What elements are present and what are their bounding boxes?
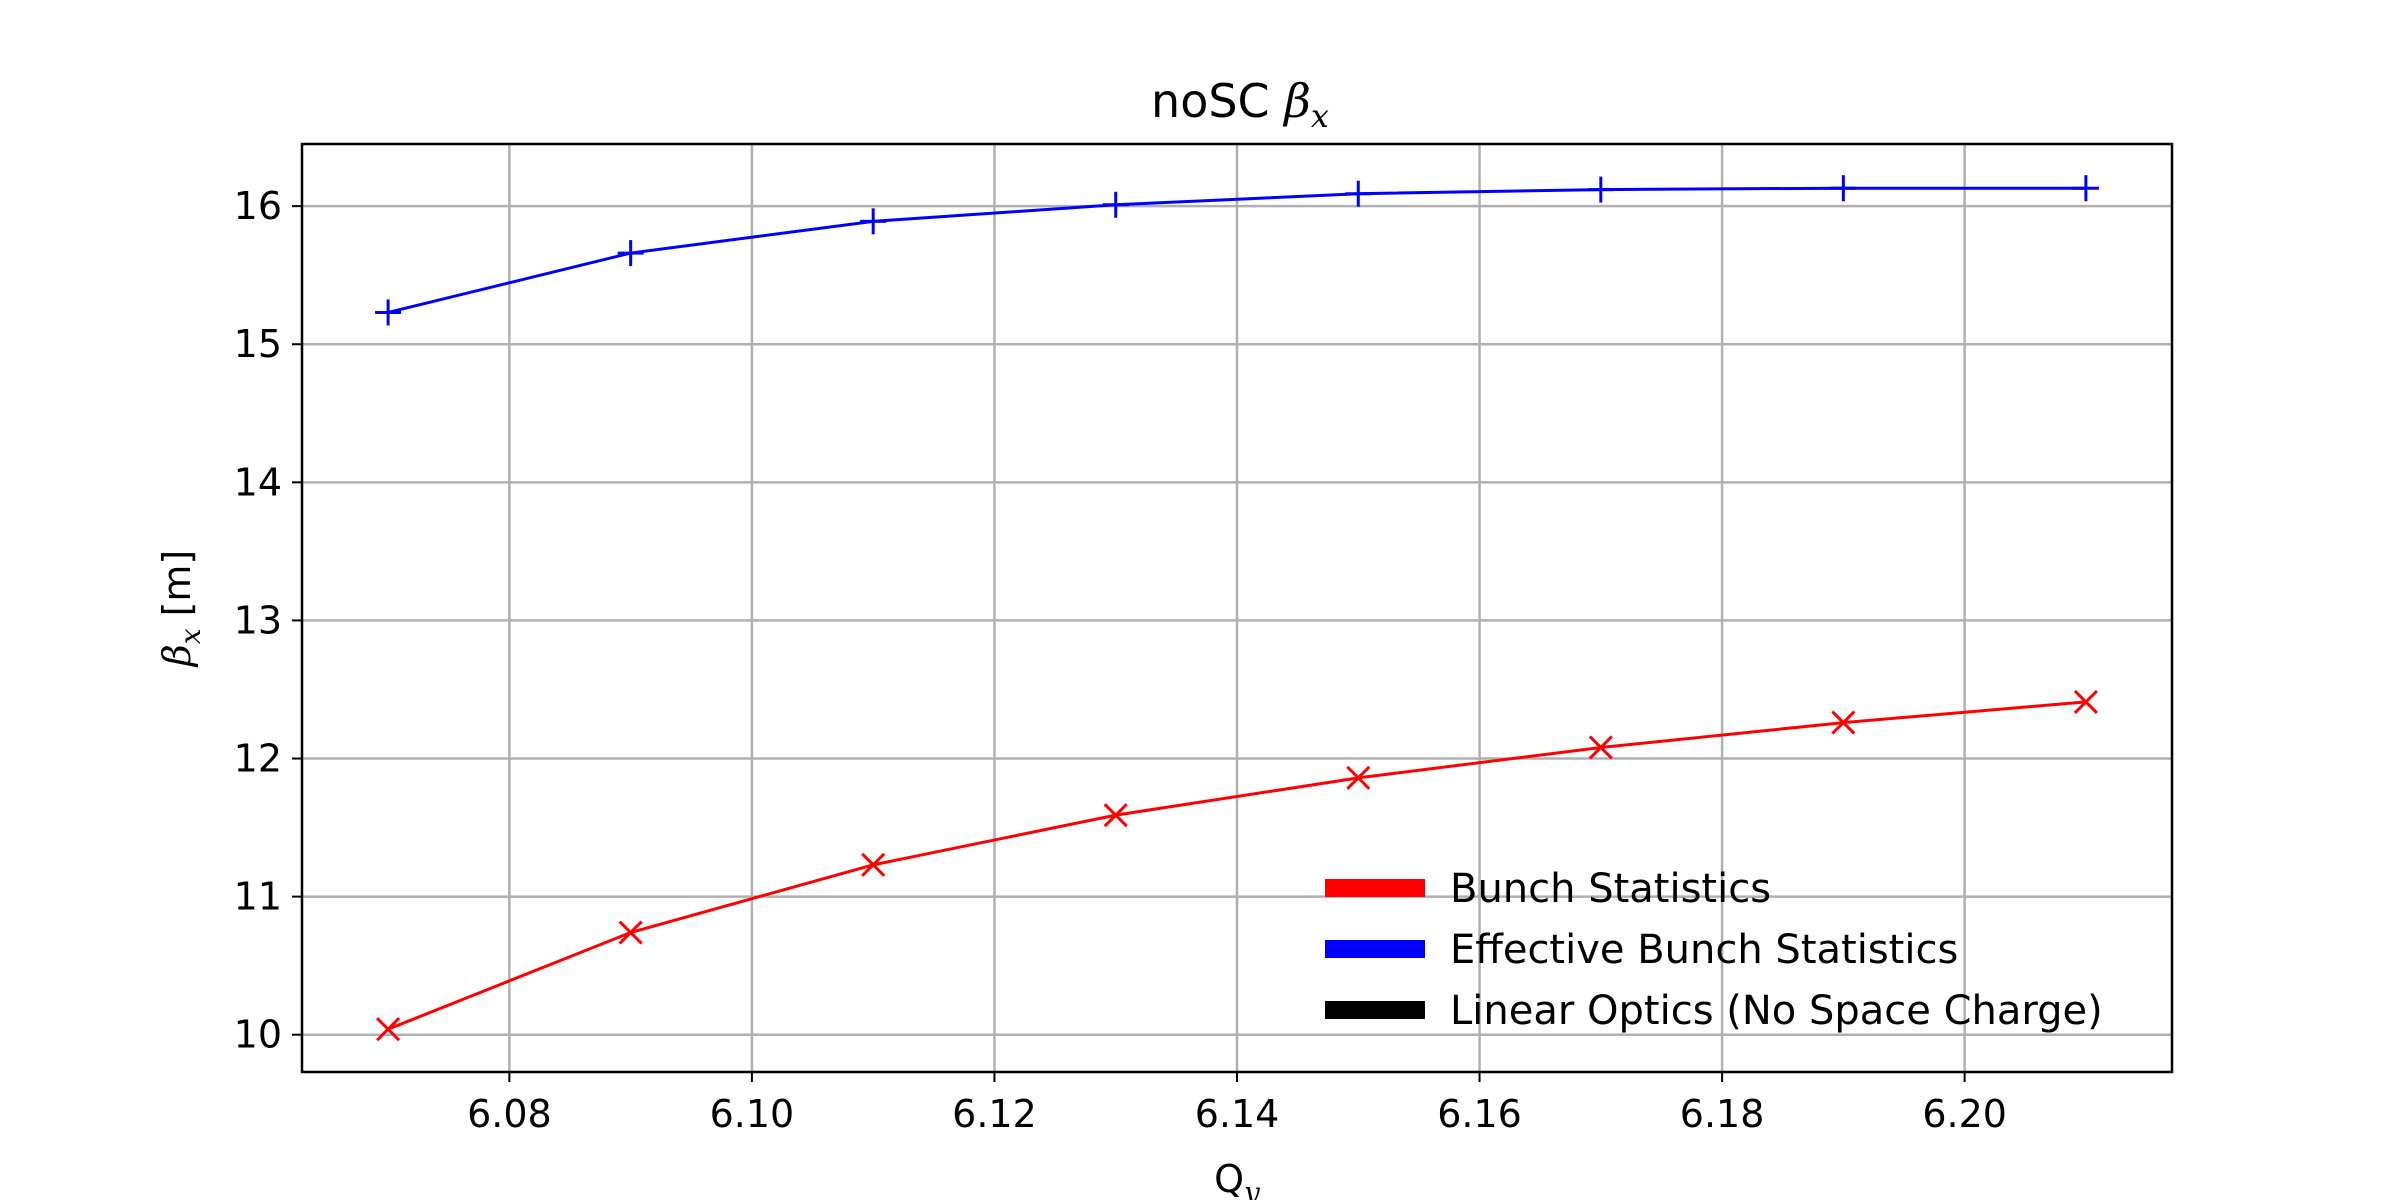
data-point-marker — [1103, 803, 1128, 828]
legend-entry: Linear Optics (No Space Charge) — [1325, 988, 2103, 1034]
y-tick-label: 10 — [234, 1013, 282, 1057]
x-tick-label: 6.18 — [1680, 1092, 1765, 1136]
legend-entry: Effective Bunch Statistics — [1325, 927, 1958, 973]
y-tick-label: 13 — [234, 598, 282, 642]
legend-label: Bunch Statistics — [1450, 866, 1771, 912]
y-tick-label: 16 — [234, 184, 282, 228]
x-tick-label: 6.16 — [1437, 1092, 1522, 1136]
x-tick-label: 6.12 — [952, 1092, 1037, 1136]
y-tick-label: 11 — [234, 875, 282, 919]
data-point-marker — [1345, 180, 1372, 207]
data-point-marker — [860, 208, 887, 235]
data-point-marker — [2072, 175, 2099, 202]
data-point-marker — [1102, 191, 1129, 218]
x-tick-label: 6.14 — [1195, 1092, 1280, 1136]
series-line — [387, 700, 2087, 1031]
legend-entry: Bunch Statistics — [1325, 866, 1771, 912]
y-axis-label: βx [m] — [155, 550, 207, 669]
y-tick-label: 15 — [234, 322, 282, 366]
y-tick-label: 12 — [234, 737, 282, 781]
marker-stroke — [1346, 765, 1371, 790]
marker-stroke — [1103, 803, 1128, 828]
y-tick-label: 14 — [234, 460, 282, 504]
data-point-marker — [861, 852, 886, 877]
marker-stroke — [618, 920, 643, 945]
x-tick-label: 6.20 — [1922, 1092, 2007, 1136]
data-point-marker — [1588, 735, 1613, 760]
data-point-marker — [1587, 176, 1614, 203]
data-point-marker — [376, 1017, 401, 1042]
marker-stroke — [1831, 710, 1856, 735]
x-tick-label: 6.08 — [467, 1092, 552, 1136]
y-axis: 10 11 12 13 14 15 16 — [234, 184, 302, 1057]
data-point-marker — [618, 920, 643, 945]
legend-swatch — [1325, 1001, 1425, 1019]
marker-stroke — [861, 852, 886, 877]
series-line — [387, 186, 2086, 314]
data-point-marker — [1830, 175, 1857, 202]
series-effective-bunch-statistics — [375, 175, 2099, 326]
x-axis-label: Qy — [1214, 1157, 1261, 1200]
chart-title: noSC βx — [1151, 74, 1329, 135]
legend-label: Effective Bunch Statistics — [1450, 927, 1958, 973]
legend-swatch — [1325, 879, 1425, 897]
x-tick-label: 6.10 — [710, 1092, 795, 1136]
grid-lines — [302, 144, 2172, 1072]
data-point-marker — [2073, 689, 2098, 714]
legend: Bunch Statistics Effective Bunch Statisti… — [1325, 866, 2103, 1034]
data-point-marker — [1831, 710, 1856, 735]
marker-stroke — [1588, 735, 1613, 760]
legend-label: Linear Optics (No Space Charge) — [1450, 988, 2103, 1034]
data-point-marker — [617, 240, 644, 267]
series-group — [375, 175, 2099, 1042]
data-point-marker — [375, 299, 402, 326]
marker-stroke — [2073, 689, 2098, 714]
legend-swatch — [1325, 940, 1425, 958]
marker-stroke — [376, 1017, 401, 1042]
x-axis: 6.08 6.10 6.12 6.14 6.16 6.18 6.20 — [467, 1072, 2007, 1136]
series-bunch-statistics — [376, 689, 2098, 1042]
data-point-marker — [1346, 765, 1371, 790]
